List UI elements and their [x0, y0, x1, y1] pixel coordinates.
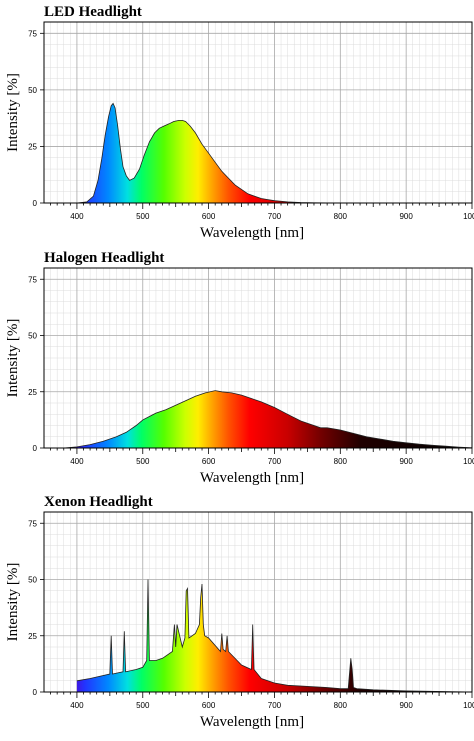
xenon-x-axis-label: Wavelength [nm]	[200, 714, 304, 730]
halogen-x-tick-labels: 400 500 600 700 800 900 1000	[70, 457, 474, 466]
led-x-tick-label: 1000	[463, 212, 474, 221]
led-x-tick-label: 600	[202, 212, 216, 221]
xenon-y-tick-label: 75	[28, 519, 37, 528]
led-plot-frame	[43, 21, 473, 204]
xenon-x-tick-label: 1000	[463, 701, 474, 710]
halogen-y-axis-label: Intensity [%]	[5, 319, 21, 398]
led-x-tick-labels: 400 500 600 700 800 900 1000	[70, 212, 474, 221]
halogen-y-tick-labels: 0 25 50 75	[28, 275, 37, 453]
xenon-axis-ticks	[40, 522, 473, 698]
halogen-spectrum-panel: Halogen Headlight 4005006007008009001000…	[5, 250, 474, 486]
halogen-plot-frame	[43, 267, 473, 449]
halogen-x-tick-label: 700	[268, 457, 282, 466]
xenon-x-tick-label: 800	[334, 701, 348, 710]
led-y-tick-label: 50	[28, 86, 37, 95]
xenon-x-tick-label: 400	[70, 701, 84, 710]
led-x-axis-label: Wavelength [nm]	[200, 225, 304, 241]
led-y-tick-label: 0	[33, 199, 38, 208]
led-spectrum-outline	[63, 102, 472, 204]
led-x-tick-label: 900	[399, 212, 413, 221]
halogen-spectrum-area	[63, 390, 473, 448]
halogen-x-axis-label: Wavelength [nm]	[200, 470, 304, 486]
led-y-axis-label: Intensity [%]	[5, 73, 21, 152]
led-y-tick-label: 75	[28, 29, 37, 38]
led-x-tick-label: 800	[334, 212, 348, 221]
halogen-axis-ticks	[40, 278, 473, 454]
xenon-spectrum-area	[76, 579, 473, 692]
halogen-spectrum-outline	[63, 390, 473, 449]
halogen-x-tick-label: 400	[70, 457, 84, 466]
halogen-x-tick-label: 1000	[463, 457, 474, 466]
xenon-y-tick-labels: 0 25 50 75	[28, 519, 37, 697]
halogen-y-tick-label: 25	[28, 388, 37, 397]
led-spectrum-panel: LED Headlight 400 500 600 700 800 900 1000 0 25…	[5, 4, 474, 241]
led-x-tick-label: 400	[70, 212, 84, 221]
xenon-minor-grid	[44, 512, 472, 692]
halogen-x-tick-label: 900	[399, 457, 413, 466]
xenon-y-tick-label: 50	[28, 576, 37, 585]
xenon-y-tick-label: 0	[33, 688, 38, 697]
xenon-x-tick-label: 700	[268, 701, 282, 710]
led-chart-title: LED Headlight	[44, 4, 142, 20]
halogen-y-tick-label: 50	[28, 332, 37, 341]
led-axis-ticks	[40, 32, 473, 209]
xenon-x-tick-labels: 400 500 600 700 800 900 1000	[70, 701, 474, 710]
xenon-x-tick-label: 900	[399, 701, 413, 710]
xenon-y-tick-label: 25	[28, 632, 37, 641]
halogen-x-tick-label: 600	[202, 457, 216, 466]
halogen-y-tick-label: 0	[33, 444, 38, 453]
halogen-x-tick-label: 500	[136, 457, 150, 466]
led-x-tick-label: 700	[268, 212, 282, 221]
led-spectrum-area	[63, 103, 473, 203]
halogen-x-tick-label: 800	[334, 457, 348, 466]
xenon-y-axis-label: Intensity [%]	[5, 563, 21, 642]
halogen-y-tick-label: 75	[28, 275, 37, 284]
xenon-spectrum-outline	[76, 579, 473, 693]
xenon-x-tick-label: 600	[202, 701, 216, 710]
xenon-plot-frame	[43, 511, 473, 693]
led-y-tick-label: 25	[28, 142, 37, 151]
xenon-x-tick-label: 500	[136, 701, 150, 710]
xenon-chart-title: Xenon Headlight	[44, 494, 153, 510]
led-x-tick-label: 500	[136, 212, 150, 221]
xenon-spectrum-panel: Xenon Headlight 4005006007008009001000 0…	[5, 494, 474, 730]
halogen-chart-title: Halogen Headlight	[44, 250, 164, 266]
led-y-tick-labels: 0 25 50 75	[28, 29, 37, 208]
